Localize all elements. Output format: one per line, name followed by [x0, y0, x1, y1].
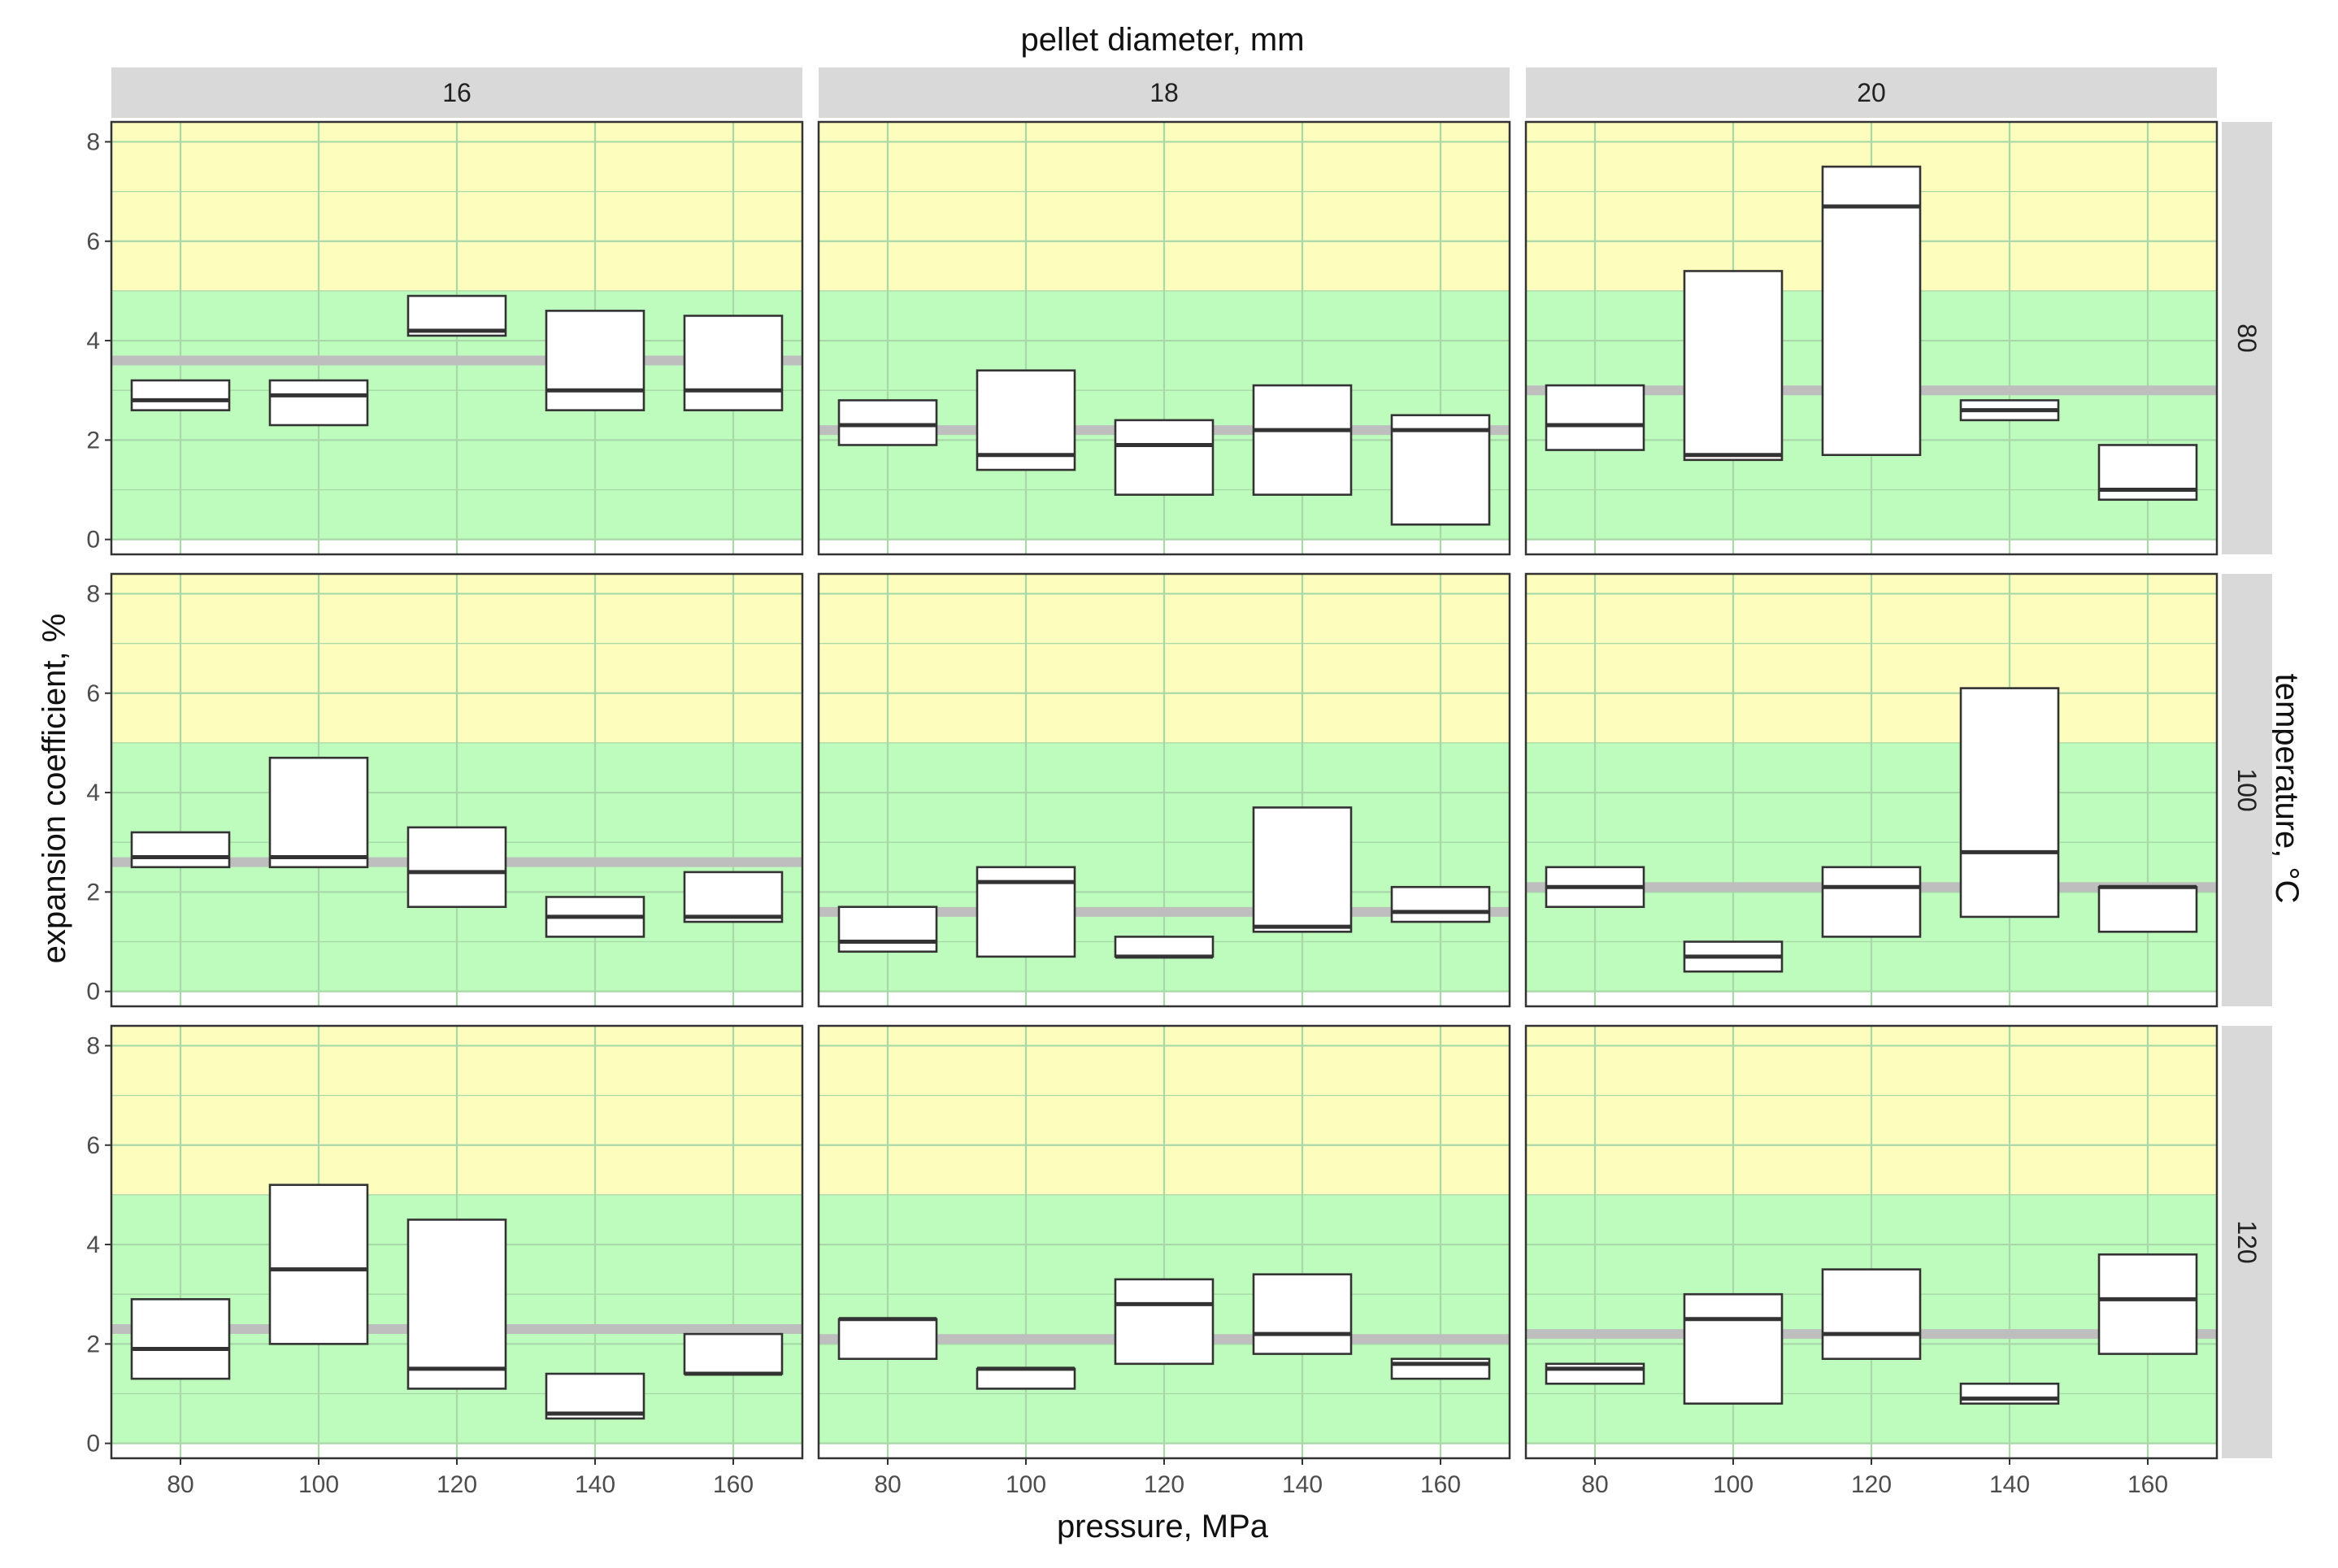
y-tick-label: 2	[86, 879, 100, 906]
column-strip-20	[1526, 67, 2217, 118]
x-tick-label: 80	[874, 1471, 901, 1498]
panel-frame	[110, 572, 804, 1008]
box-d20-t100-p140	[1959, 687, 2060, 919]
x-tick-label: 100	[1713, 1471, 1754, 1498]
panel-frame	[1524, 120, 2218, 556]
box-d18-t80-p120	[1114, 419, 1215, 496]
chart-title: pellet diameter, mm	[1020, 22, 1304, 58]
x-tick-label: 160	[713, 1471, 754, 1498]
column-strip-16	[111, 67, 802, 118]
box-d20-t80-p100	[1683, 270, 1784, 462]
y-tick-label: 4	[86, 1231, 100, 1258]
box-d18-t120-p120	[1114, 1278, 1215, 1366]
row-strip-120	[2222, 1026, 2272, 1458]
box-d16-t100-p100	[268, 756, 369, 869]
panel-d20-t120: 80 100 120 140 160	[1524, 1024, 2218, 1498]
box-d16-t80-p100	[268, 379, 369, 427]
box-d16-t120-p80	[130, 1298, 231, 1380]
box-d16-t80-p140	[545, 310, 645, 411]
box-d16-t100-p160	[683, 871, 784, 923]
y-tick-label: 4	[86, 780, 100, 806]
panel-d20-t80	[1524, 120, 2218, 556]
row-strip-80	[2222, 122, 2272, 554]
x-tick-label: 120	[1851, 1471, 1892, 1498]
box-d18-t100-p120	[1114, 936, 1215, 958]
box-d16-t100-p120	[406, 826, 507, 909]
x-tick-label: 140	[1282, 1471, 1323, 1498]
box-d16-t120-p140	[545, 1372, 645, 1420]
row-strip-label-100: 100	[2232, 768, 2262, 811]
box-d18-t100-p160	[1390, 885, 1491, 923]
column-strip-label-16: 16	[442, 78, 472, 107]
panel-d16-t80: 0 2 4 6 8	[86, 120, 804, 556]
y-tick-label: 6	[86, 228, 100, 255]
panel-d18-t100	[817, 572, 1511, 1008]
column-strip-label-20: 20	[1857, 78, 1886, 107]
box-d18-t80-p160	[1390, 414, 1491, 526]
y-tick-label: 0	[86, 979, 100, 1006]
y-tick-label: 0	[86, 1431, 100, 1457]
y-axis-title: expansion coefficient, %	[37, 614, 72, 964]
box-d16-t80-p160	[683, 315, 784, 411]
panel-d18-t80	[817, 120, 1511, 556]
x-tick-label: 120	[1144, 1471, 1184, 1498]
box-d16-t100-p80	[130, 831, 231, 869]
x-axis-title: pressure, MPa	[1057, 1509, 1269, 1544]
box-d16-t120-p120	[406, 1218, 507, 1390]
panel-d18-t120: 80 100 120 140 160	[817, 1024, 1511, 1498]
x-tick-label: 100	[1006, 1471, 1046, 1498]
y-tick-label: 2	[86, 1331, 100, 1357]
y-tick-label: 6	[86, 1132, 100, 1159]
row-strip-100	[2222, 574, 2272, 1006]
box-d20-t80-p120	[1821, 165, 1922, 457]
box-d16-t80-p80	[130, 379, 231, 411]
x-tick-label: 140	[575, 1471, 615, 1498]
x-tick-label: 160	[2127, 1471, 2168, 1498]
box-d20-t80-p80	[1545, 384, 1645, 451]
box-d20-t120-p120	[1821, 1268, 1922, 1361]
box-d16-t120-p160	[683, 1332, 784, 1375]
box-d18-t80-p80	[837, 399, 938, 446]
column-strip-18	[819, 67, 1510, 118]
y-tick-label: 8	[86, 580, 100, 607]
box-d18-t120-p140	[1252, 1273, 1353, 1355]
box-d18-t120-p100	[976, 1367, 1076, 1390]
panel-frame	[817, 120, 1511, 556]
box-d18-t100-p80	[837, 906, 938, 953]
y-tick-label: 2	[86, 427, 100, 454]
x-tick-label: 160	[1420, 1471, 1461, 1498]
column-strip-label-18: 18	[1149, 78, 1179, 107]
row-strip-label-120: 120	[2232, 1220, 2262, 1263]
x-tick-label: 80	[1581, 1471, 1608, 1498]
panel-frame	[817, 572, 1511, 1008]
row-strip-label-80: 80	[2232, 324, 2262, 353]
x-tick-label: 120	[437, 1471, 477, 1498]
box-d16-t120-p100	[268, 1184, 369, 1345]
box-d20-t100-p160	[2097, 885, 2198, 933]
x-tick-label: 140	[1989, 1471, 2030, 1498]
panel-frame	[1524, 572, 2218, 1008]
box-d20-t120-p100	[1683, 1292, 1784, 1405]
box-d20-t120-p160	[2097, 1253, 2198, 1355]
y-tick-label: 8	[86, 128, 100, 155]
row-axis-title: temperature, °C	[2269, 674, 2305, 904]
panel-d20-t100	[1524, 572, 2218, 1008]
x-tick-label: 80	[167, 1471, 193, 1498]
box-d18-t120-p80	[837, 1318, 938, 1361]
box-d20-t100-p120	[1821, 866, 1922, 938]
y-tick-label: 8	[86, 1032, 100, 1059]
y-tick-label: 4	[86, 328, 100, 354]
y-tick-label: 0	[86, 527, 100, 554]
y-tick-label: 6	[86, 680, 100, 707]
panel-d16-t100: 0 2 4 6 8	[86, 572, 804, 1008]
panel-d16-t120: 0 2 4 6 8 80 100 120 140 160	[86, 1024, 804, 1498]
box-d18-t80-p140	[1252, 384, 1353, 496]
box-d18-t100-p140	[1252, 806, 1353, 933]
panel-frame	[110, 120, 804, 556]
x-tick-label: 100	[298, 1471, 339, 1498]
